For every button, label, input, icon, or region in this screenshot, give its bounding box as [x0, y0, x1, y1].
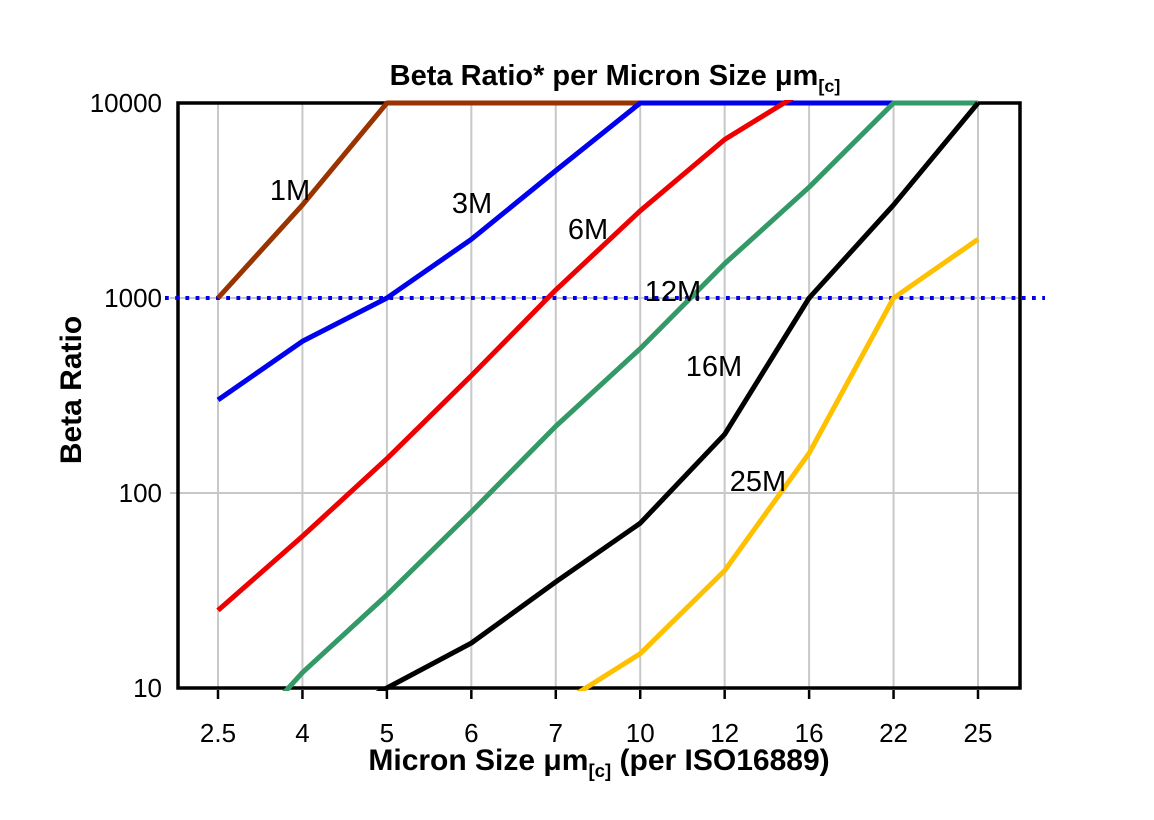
- y-tick-label-100: 100: [119, 478, 162, 508]
- x-axis-title: Micron Size μm[c] (per ISO16889): [178, 744, 1020, 782]
- x-axis-title-text: Micron Size μm: [368, 744, 589, 777]
- x-axis-title-suffix: (per ISO16889): [611, 744, 830, 777]
- x-tick-label-5: 5: [380, 718, 394, 748]
- x-tick-label-10: 10: [626, 718, 655, 748]
- x-tick-label-7: 7: [549, 718, 563, 748]
- series-label-3M: 3M: [452, 188, 492, 220]
- series-line-6M: [216, 100, 794, 613]
- x-tick-label-25: 25: [964, 718, 993, 748]
- x-tick-label-6: 6: [464, 718, 478, 748]
- chart-title-subscript: [c]: [818, 75, 841, 96]
- series-line-12M: [282, 100, 978, 691]
- series-label-6M: 6M: [568, 214, 608, 246]
- x-tick-label-2.5: 2.5: [200, 718, 236, 748]
- series-label-12M: 12M: [645, 276, 701, 308]
- x-tick-label-4: 4: [295, 718, 309, 748]
- series-label-1M: 1M: [270, 175, 310, 207]
- chart-title-text: Beta Ratio* per Micron Size μm: [389, 60, 819, 92]
- y-tick-label-10000: 10000: [90, 88, 162, 118]
- chart-title: Beta Ratio* per Micron Size μm[c]: [178, 60, 1036, 97]
- series-line-3M: [216, 100, 978, 403]
- x-axis-title-subscript: [c]: [588, 760, 612, 781]
- series-line-25M: [576, 237, 980, 691]
- series-label-25M: 25M: [730, 466, 786, 498]
- series-line-16M: [375, 101, 980, 691]
- y-tick-label-1000: 1000: [104, 283, 162, 313]
- series-label-16M: 16M: [686, 351, 742, 383]
- x-tick-label-12: 12: [710, 718, 739, 748]
- y-axis-title: Beta Ratio: [55, 315, 88, 465]
- y-tick-label-10: 10: [133, 673, 162, 703]
- x-tick-label-16: 16: [795, 718, 824, 748]
- x-tick-label-22: 22: [879, 718, 908, 748]
